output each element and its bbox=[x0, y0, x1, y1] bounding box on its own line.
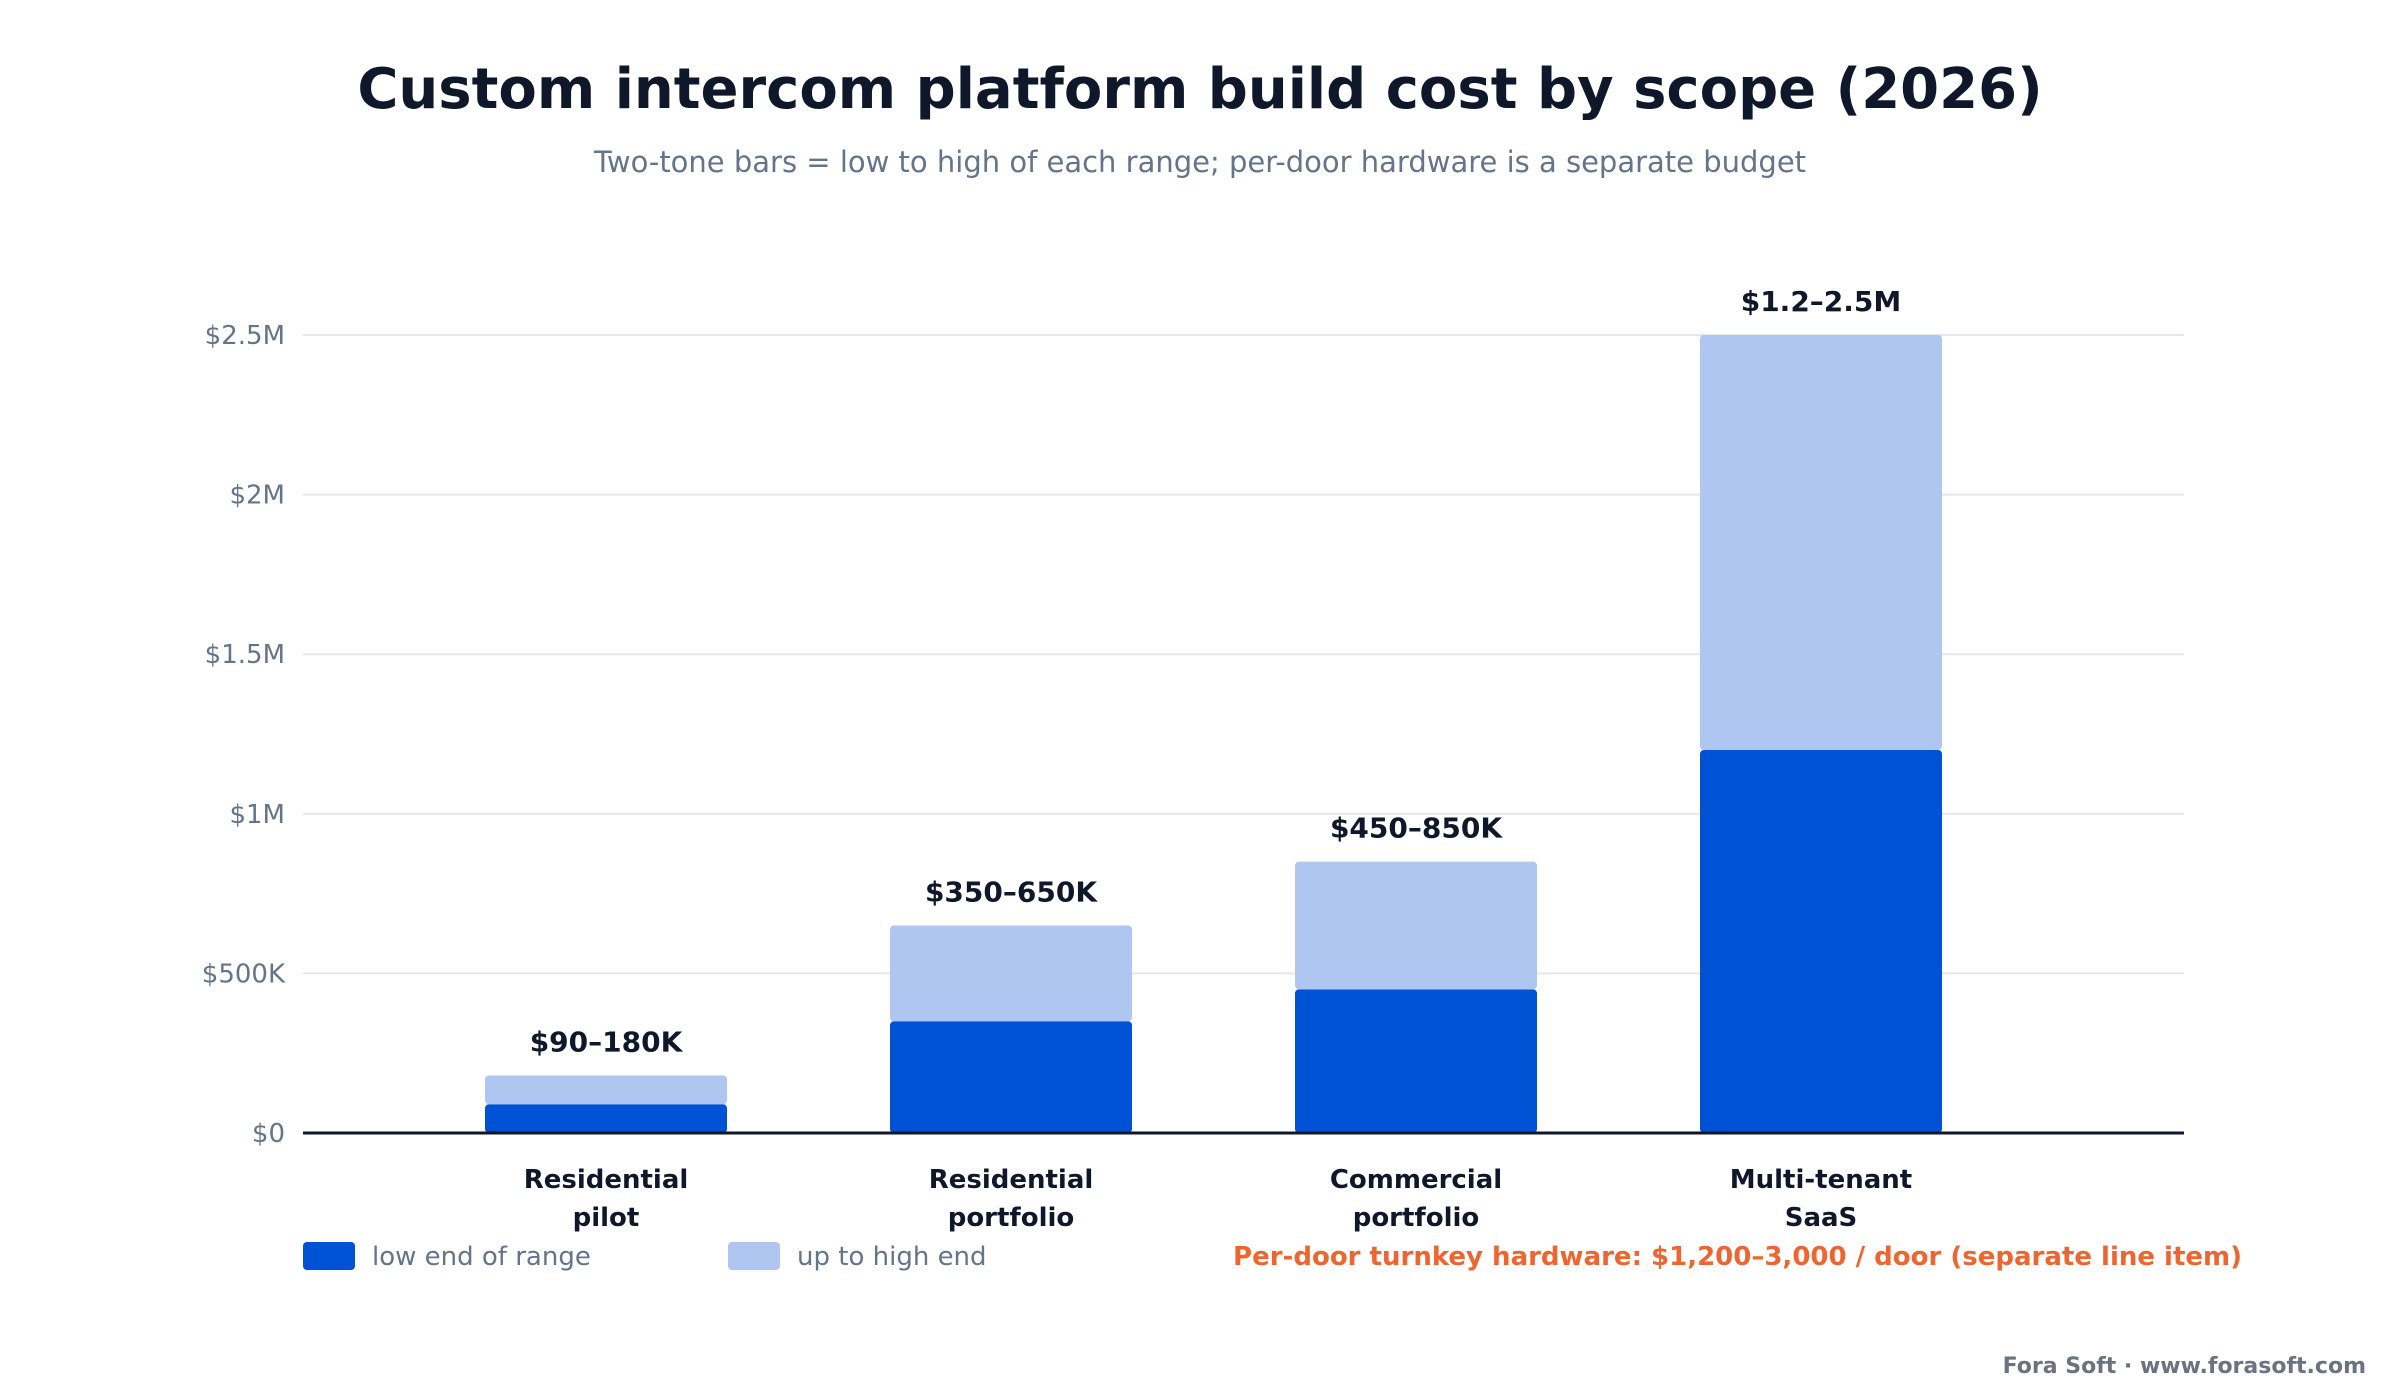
y-tick-label: $2.5M bbox=[205, 321, 285, 351]
chart-title: Custom intercom platform build cost by s… bbox=[357, 57, 2042, 122]
x-category-label: Multi-tenant SaaS bbox=[1730, 1165, 1912, 1233]
chart-subtitle: Two-tone bars = low to high of each rang… bbox=[593, 145, 1806, 179]
hardware-note: Per-door turnkey hardware: $1,200–3,000 … bbox=[1233, 1242, 2242, 1272]
y-tick-label: $1.5M bbox=[205, 640, 285, 670]
legend-label-low: low end of range bbox=[372, 1242, 591, 1272]
x-category-label: Commercial portfolio bbox=[1330, 1165, 1502, 1233]
x-category-label: Residential pilot bbox=[524, 1165, 689, 1233]
x-category-label: Residential portfolio bbox=[929, 1165, 1094, 1233]
bar-high-segment bbox=[485, 1075, 727, 1105]
bars: $90–180K $350–650K $450–850K $1.2–2.5M bbox=[485, 285, 1942, 1133]
y-tick-label: $1M bbox=[229, 800, 285, 830]
y-tick-label: $2M bbox=[229, 481, 285, 511]
range-label: $90–180K bbox=[530, 1026, 684, 1059]
y-axis: $0 $500K $1M $1.5M $2M $2.5M bbox=[202, 321, 286, 1149]
y-tick-label: $0 bbox=[252, 1119, 285, 1149]
legend-swatch-low bbox=[303, 1242, 355, 1270]
bar-high-segment bbox=[890, 925, 1132, 1022]
bar-low-segment bbox=[485, 1104, 727, 1133]
range-label: $450–850K bbox=[1330, 812, 1503, 845]
legend-swatch-high bbox=[728, 1242, 780, 1270]
bar-low-segment bbox=[1295, 989, 1537, 1133]
bar-low-segment bbox=[890, 1021, 1132, 1133]
legend: low end of range up to high end bbox=[303, 1242, 987, 1272]
credit: Fora Soft · www.forasoft.com bbox=[2003, 1354, 2366, 1379]
y-tick-label: $500K bbox=[202, 959, 286, 989]
range-label: $350–650K bbox=[925, 876, 1098, 909]
legend-label-high: up to high end bbox=[797, 1242, 987, 1272]
bar-high-segment bbox=[1700, 335, 1942, 750]
bar-high-segment bbox=[1295, 861, 1537, 990]
bar-low-segment bbox=[1700, 749, 1942, 1133]
x-axis: Residential pilot Residential portfolio Comm… bbox=[524, 1165, 1913, 1233]
range-label: $1.2–2.5M bbox=[1741, 285, 1902, 318]
